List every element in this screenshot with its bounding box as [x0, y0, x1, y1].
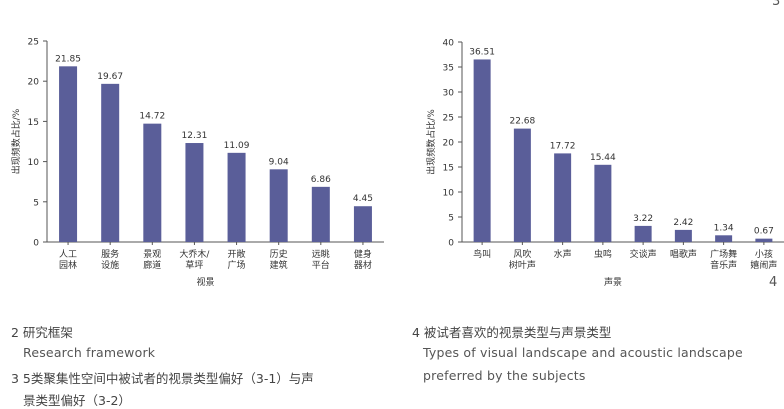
x-tick-label: 广场: [228, 259, 246, 271]
y-tick-label: 5: [448, 214, 454, 224]
y-tick-label: 0: [33, 239, 39, 249]
bar: [101, 83, 120, 242]
y-tick-label: 35: [443, 64, 454, 74]
bar-value-label: 36.51: [469, 47, 495, 57]
y-tick-label: 40: [443, 39, 455, 49]
bar-value-label: 14.72: [139, 112, 165, 122]
bar-value-label: 19.67: [97, 72, 123, 82]
x-tick-label: 设施: [101, 259, 119, 271]
x-tick-label: 小孩: [755, 248, 773, 260]
caption-figure-4-zh: 4 被试者喜欢的视景类型与声景类型: [412, 325, 612, 340]
x-tick-label: 历史: [270, 248, 288, 260]
y-tick-label: 20: [443, 139, 455, 149]
x-tick-label: 器材: [354, 259, 372, 271]
x-tick-label: 水声: [554, 248, 572, 260]
bar-value-label: 6.86: [311, 175, 331, 185]
x-tick-label: 音乐声: [710, 259, 737, 271]
bar-value-label: 0.67: [754, 227, 774, 237]
bar: [353, 206, 372, 242]
x-tick-label: 草坪: [185, 259, 203, 271]
x-tick-label: 景观: [143, 249, 161, 260]
y-tick-label: 5: [33, 198, 39, 208]
bar-value-label: 17.72: [550, 141, 576, 151]
bar-value-label: 22.68: [509, 117, 535, 127]
x-tick-label: 开敞: [228, 248, 246, 260]
x-tick-label: 大乔木/: [179, 248, 210, 260]
x-axis-label: 声景: [604, 276, 622, 288]
bar: [143, 123, 162, 242]
y-tick-label: 25: [28, 38, 39, 48]
x-tick-label: 远眺: [312, 248, 330, 260]
bar: [227, 152, 246, 242]
x-tick-label: 园林: [59, 259, 77, 271]
bar: [674, 229, 692, 242]
x-tick-label: 鸟叫: [473, 248, 491, 260]
bar: [59, 66, 78, 243]
bar: [311, 186, 330, 242]
bar: [634, 225, 652, 242]
y-tick-label: 20: [28, 78, 40, 88]
y-tick-label: 10: [443, 189, 455, 199]
bar: [473, 59, 491, 243]
x-tick-label: 建筑: [270, 259, 288, 271]
corner-number-figure: 4: [769, 275, 778, 290]
caption-figure-3-zh-line2: 景类型偏好（3-2）: [23, 393, 131, 408]
x-tick-label: 广场舞: [710, 248, 737, 260]
bar: [513, 128, 531, 242]
bar: [715, 235, 733, 242]
y-axis-label: 出现频数占比/%: [10, 108, 22, 174]
y-tick-label: 30: [443, 89, 455, 99]
bar: [554, 153, 572, 242]
x-axis-label: 视景: [196, 276, 214, 288]
bar-value-label: 21.85: [55, 54, 81, 64]
x-tick-label: 唱歌声: [670, 248, 697, 260]
chart-acoustic-landscape: 0 5 10 15 20 25 30 35 40 出现频数占比/% 36.51 鸟叫 22.68 风吹树叶…: [425, 39, 784, 288]
caption-figure-4-en-line2: preferred by the subjects: [423, 368, 586, 383]
y-tick-label: 10: [28, 158, 40, 168]
bar: [269, 169, 288, 242]
x-tick-label: 平台: [312, 259, 330, 271]
caption-figure-2-zh: 2 研究框架: [11, 325, 73, 340]
y-tick-label: 0: [448, 239, 454, 249]
caption-figure-4-en-line1: Types of visual landscape and acoustic l…: [423, 345, 743, 360]
y-axis-label: 出现频数占比/%: [425, 109, 437, 175]
bar-value-label: 12.31: [182, 131, 208, 141]
bar-value-label: 1.34: [714, 223, 734, 233]
x-tick-label: 交谈声: [630, 248, 657, 260]
corner-number-top: 3: [772, 0, 781, 9]
x-tick-label: 嬉闹声: [750, 259, 777, 271]
bar-value-label: 11.09: [224, 141, 250, 151]
caption-figure-3-zh-line1: 3 5类聚集性空间中被试者的视景类型偏好（3-1）与声: [11, 371, 314, 386]
y-tick-label: 15: [443, 164, 454, 174]
bar: [755, 238, 773, 242]
y-tick-label: 15: [28, 118, 39, 128]
x-tick-label: 廊道: [143, 259, 161, 271]
bar-value-label: 2.42: [673, 218, 693, 228]
caption-figure-2-en: Research framework: [23, 345, 156, 360]
bar-value-label: 3.22: [633, 214, 653, 224]
x-tick-label: 健身: [354, 248, 372, 260]
y-tick-label: 25: [443, 114, 454, 124]
x-tick-label: 虫鸣: [594, 248, 612, 260]
x-tick-label: 人工: [59, 249, 77, 260]
bar: [185, 143, 204, 242]
bar-value-label: 15.44: [590, 153, 616, 163]
bar: [594, 164, 612, 242]
bar-value-label: 4.45: [353, 194, 373, 204]
bar-value-label: 9.04: [269, 157, 289, 167]
x-tick-label: 风吹: [513, 248, 531, 260]
x-tick-label: 服务: [101, 248, 119, 260]
x-tick-label: 树叶声: [509, 259, 536, 271]
